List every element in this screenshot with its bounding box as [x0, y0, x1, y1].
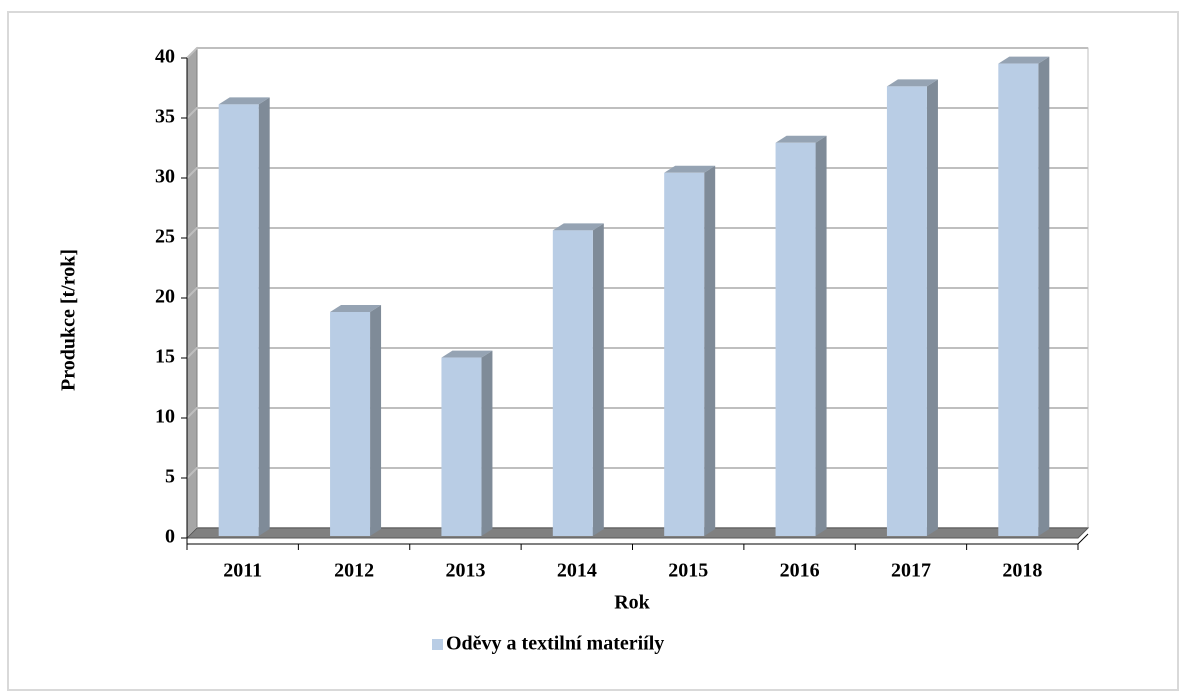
y-tick-label: 5 [165, 466, 175, 488]
bar-side [370, 305, 382, 536]
bar [998, 63, 1039, 536]
bar-top [775, 135, 827, 143]
bar-top [664, 165, 716, 173]
x-tick-label: 2017 [891, 560, 931, 582]
y-axis-title: Produkce [t/rok] [58, 249, 80, 391]
bar-side [258, 97, 270, 537]
x-tick-label: 2018 [1002, 560, 1042, 582]
bar-side [1038, 56, 1050, 536]
x-axis-title: Rok [614, 592, 650, 614]
y-tick-label: 20 [155, 286, 175, 308]
bar [330, 312, 371, 536]
grid-line [186, 107, 1088, 119]
bar [441, 357, 482, 536]
y-tick-label: 15 [155, 346, 175, 368]
bar [886, 86, 927, 537]
y-tick-label: 0 [165, 526, 175, 548]
bar-top [886, 79, 938, 87]
legend-swatch [432, 639, 443, 650]
y-tick-label: 40 [155, 46, 175, 68]
bar-top [441, 350, 493, 358]
bar-side [592, 223, 604, 536]
y-tick-label: 25 [155, 226, 175, 248]
bar-side [704, 165, 716, 537]
x-tick-label: 2015 [668, 560, 708, 582]
bar-side [815, 135, 827, 537]
y-tick-label: 35 [155, 106, 175, 128]
grid-line [186, 47, 1088, 59]
bar [218, 104, 259, 537]
bar [552, 230, 593, 536]
bar-side [481, 350, 493, 536]
bar-top [330, 305, 382, 312]
bar-top [552, 223, 604, 231]
bar [664, 172, 705, 537]
x-tick-label: 2014 [557, 560, 597, 582]
floor [185, 527, 1090, 539]
x-axis-end [1077, 533, 1089, 545]
y-tick-label: 10 [155, 406, 175, 428]
bar-side [926, 79, 938, 537]
x-tick-label: 2011 [223, 560, 262, 582]
x-tick-label: 2013 [445, 560, 485, 582]
bar [775, 142, 816, 537]
y-tick-label: 30 [155, 166, 175, 188]
legend-label: Oděvy a textilní materiíly [446, 633, 664, 655]
bar-top [998, 56, 1050, 64]
x-tick-label: 2016 [780, 560, 820, 582]
x-tick-label: 2012 [334, 560, 374, 582]
bar-top [218, 97, 270, 105]
